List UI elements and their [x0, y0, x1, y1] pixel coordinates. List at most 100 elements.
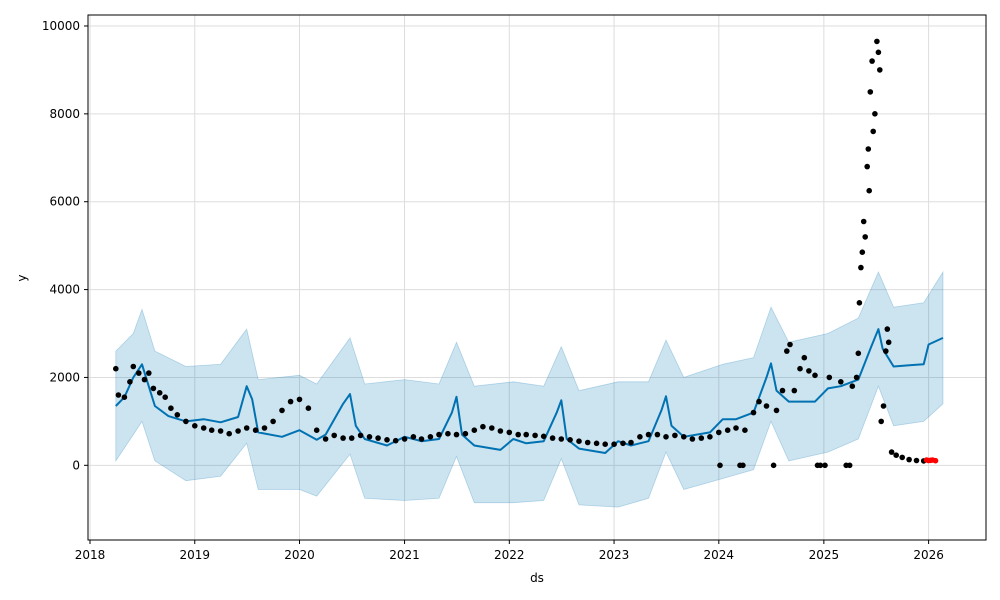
- observed-point: [620, 440, 626, 447]
- observed-point: [436, 431, 442, 438]
- observed-point: [698, 435, 705, 441]
- observed-point: [724, 427, 731, 434]
- observed-point: [864, 163, 870, 170]
- observed-point: [869, 58, 875, 64]
- observed-point: [348, 435, 355, 441]
- observed-point: [628, 439, 634, 446]
- observed-point: [115, 392, 122, 398]
- observed-point: [375, 435, 381, 441]
- observed-points: [113, 38, 927, 469]
- observed-point: [243, 425, 250, 431]
- y-tick-label: 6000: [49, 195, 80, 209]
- observed-point: [287, 398, 294, 405]
- observed-point: [750, 409, 757, 416]
- observed-point: [602, 441, 608, 448]
- observed-point: [340, 435, 346, 441]
- observed-point: [867, 89, 874, 95]
- observed-point: [756, 398, 762, 405]
- observed-point: [865, 146, 872, 152]
- forecast-line-group: [115, 328, 944, 454]
- y-tick-label: 8000: [49, 107, 80, 121]
- observed-point: [418, 436, 425, 442]
- observed-point: [410, 434, 417, 440]
- observed-point: [208, 427, 215, 434]
- observed-point: [489, 425, 495, 431]
- observed-point: [270, 418, 276, 425]
- observed-point: [141, 376, 148, 383]
- observed-point: [540, 433, 547, 440]
- observed-point: [584, 439, 591, 446]
- y-tick-label: 4000: [49, 283, 80, 297]
- x-tick-label: 2021: [389, 548, 420, 562]
- observed-point: [567, 437, 573, 443]
- observed-point: [593, 440, 600, 447]
- observed-point: [742, 427, 748, 434]
- observed-point: [558, 436, 565, 442]
- x-tick-label: 2025: [809, 548, 840, 562]
- y-tick-label: 10000: [42, 19, 80, 33]
- observed-point: [888, 449, 895, 455]
- observed-point: [773, 407, 780, 414]
- observed-point: [384, 437, 390, 443]
- observed-point: [162, 394, 168, 401]
- observed-point: [716, 429, 722, 436]
- observed-point: [770, 462, 777, 469]
- observed-point: [866, 187, 872, 194]
- uncertainty-interval: [115, 270, 944, 508]
- observed-point: [740, 462, 746, 469]
- grid-lines: [88, 15, 986, 540]
- observed-point: [872, 111, 878, 117]
- observed-point: [174, 412, 181, 418]
- observed-point: [637, 434, 643, 440]
- observed-point: [784, 348, 790, 354]
- observed-point: [313, 427, 320, 434]
- observed-point: [146, 370, 152, 376]
- observed-point: [183, 418, 189, 425]
- x-tick-label: 2018: [75, 548, 106, 562]
- observed-point: [357, 432, 364, 439]
- observed-point: [893, 452, 899, 459]
- observed-point: [392, 437, 399, 444]
- observed-point: [862, 234, 868, 240]
- observed-point: [681, 434, 687, 440]
- observed-point: [855, 350, 862, 357]
- observed-point: [817, 462, 824, 469]
- observed-point: [515, 431, 521, 438]
- x-axis-label: ds: [530, 571, 544, 585]
- observed-point: [878, 418, 884, 425]
- x-axis-ticks: 2018 2019 2020 2021 2022 2023 2024 2025 2026: [75, 540, 944, 562]
- observed-point: [689, 436, 696, 442]
- observed-point: [717, 462, 723, 469]
- x-tick-label: 2022: [494, 548, 525, 562]
- observed-point: [663, 434, 669, 440]
- observed-point: [779, 387, 786, 394]
- observed-point: [445, 430, 451, 437]
- observed-point: [480, 423, 486, 430]
- observed-point: [497, 428, 504, 434]
- observed-point: [322, 436, 329, 442]
- observed-point: [279, 407, 285, 414]
- observed-point: [797, 365, 803, 372]
- observed-point: [838, 379, 844, 385]
- plot-frame: [87, 14, 987, 541]
- observed-point: [885, 339, 892, 346]
- forecast-line: [115, 328, 944, 454]
- x-tick-label: 2019: [179, 548, 210, 562]
- y-tick-label: 0: [72, 458, 80, 472]
- observed-point: [883, 348, 889, 354]
- observed-point: [453, 431, 460, 438]
- observed-point: [136, 370, 142, 376]
- observed-point: [226, 430, 232, 437]
- observed-point: [853, 374, 860, 381]
- observed-point: [870, 128, 876, 135]
- y-axis-label: y: [15, 274, 29, 281]
- observed-point: [812, 372, 818, 379]
- observed-point: [576, 438, 582, 445]
- observed-point: [471, 427, 478, 434]
- observed-point: [849, 383, 856, 390]
- observed-point: [366, 434, 373, 440]
- observed-point: [217, 428, 224, 434]
- observed-point: [913, 457, 920, 464]
